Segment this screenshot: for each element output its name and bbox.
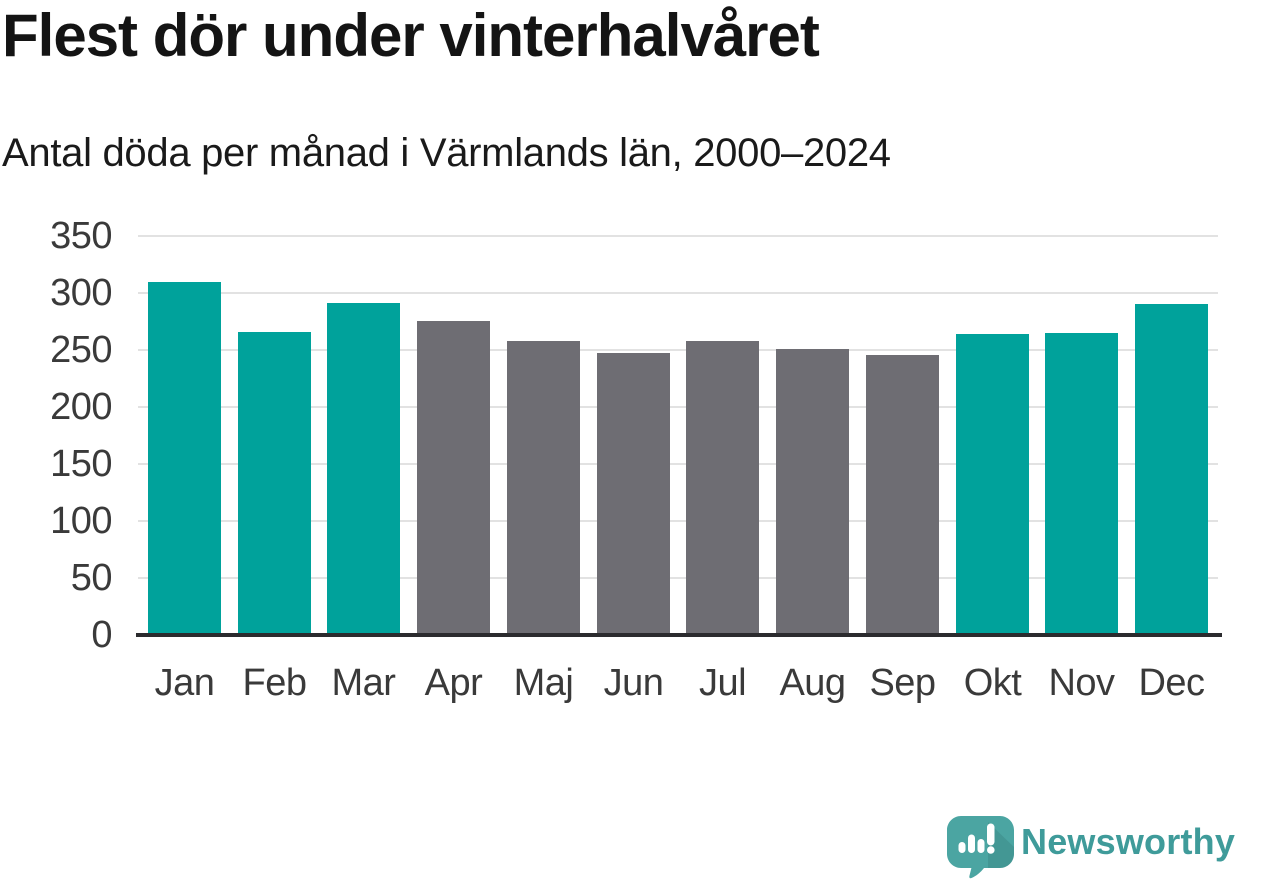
bar-jun: [597, 353, 670, 635]
gridline-150: [138, 463, 1218, 465]
gridline-250: [138, 349, 1218, 351]
x-tick-label-jul: Jul: [698, 662, 747, 704]
x-tick-label-okt: Okt: [963, 662, 1022, 704]
x-tick-label-jan: Jan: [154, 662, 215, 704]
bar-jul: [686, 341, 759, 635]
bar-dec: [1135, 304, 1208, 635]
bar-aug: [776, 349, 849, 635]
gridline-100: [138, 520, 1218, 522]
bar-mar: [327, 303, 400, 635]
bar-maj: [507, 341, 580, 635]
bar-okt: [956, 334, 1029, 635]
y-tick-label-150: 150: [50, 443, 112, 485]
newsworthy-logo-icon: [947, 816, 1014, 879]
x-tick-label-feb: Feb: [242, 662, 307, 704]
x-tick-label-dec: Dec: [1138, 662, 1205, 704]
y-tick-label-50: 50: [70, 557, 113, 599]
x-tick-label-nov: Nov: [1048, 662, 1115, 704]
y-tick-label-350: 350: [50, 215, 112, 257]
newsworthy-logo-text: Newsworthy: [1021, 821, 1236, 862]
y-tick-label-200: 200: [50, 386, 112, 428]
y-tick-label-250: 250: [50, 329, 112, 371]
bar-feb: [238, 332, 311, 635]
gridline-200: [138, 406, 1218, 408]
y-tick-label-0: 0: [91, 614, 112, 656]
x-tick-label-sep: Sep: [869, 662, 936, 704]
x-tick-label-jun: Jun: [603, 662, 664, 704]
y-tick-label-300: 300: [50, 272, 112, 314]
newsworthy-logo: Newsworthy: [947, 816, 1235, 879]
chart-subtitle: Antal döda per månad i Värmlands län, 20…: [2, 131, 891, 175]
x-tick-label-aug: Aug: [779, 662, 846, 704]
bar-apr: [417, 321, 490, 635]
gridline-300: [138, 292, 1218, 294]
chart-title: Flest dör under vinterhalvåret: [2, 2, 820, 69]
bar-sep: [866, 355, 939, 635]
gridline-50: [138, 577, 1218, 579]
x-tick-label-apr: Apr: [424, 662, 483, 704]
bar-jan: [148, 282, 221, 635]
x-tick-label-maj: Maj: [513, 662, 574, 704]
y-tick-label-100: 100: [50, 500, 112, 542]
x-axis-line: [136, 633, 1222, 637]
bar-nov: [1045, 333, 1118, 635]
x-tick-label-mar: Mar: [331, 662, 396, 704]
gridline-350: [138, 235, 1218, 237]
